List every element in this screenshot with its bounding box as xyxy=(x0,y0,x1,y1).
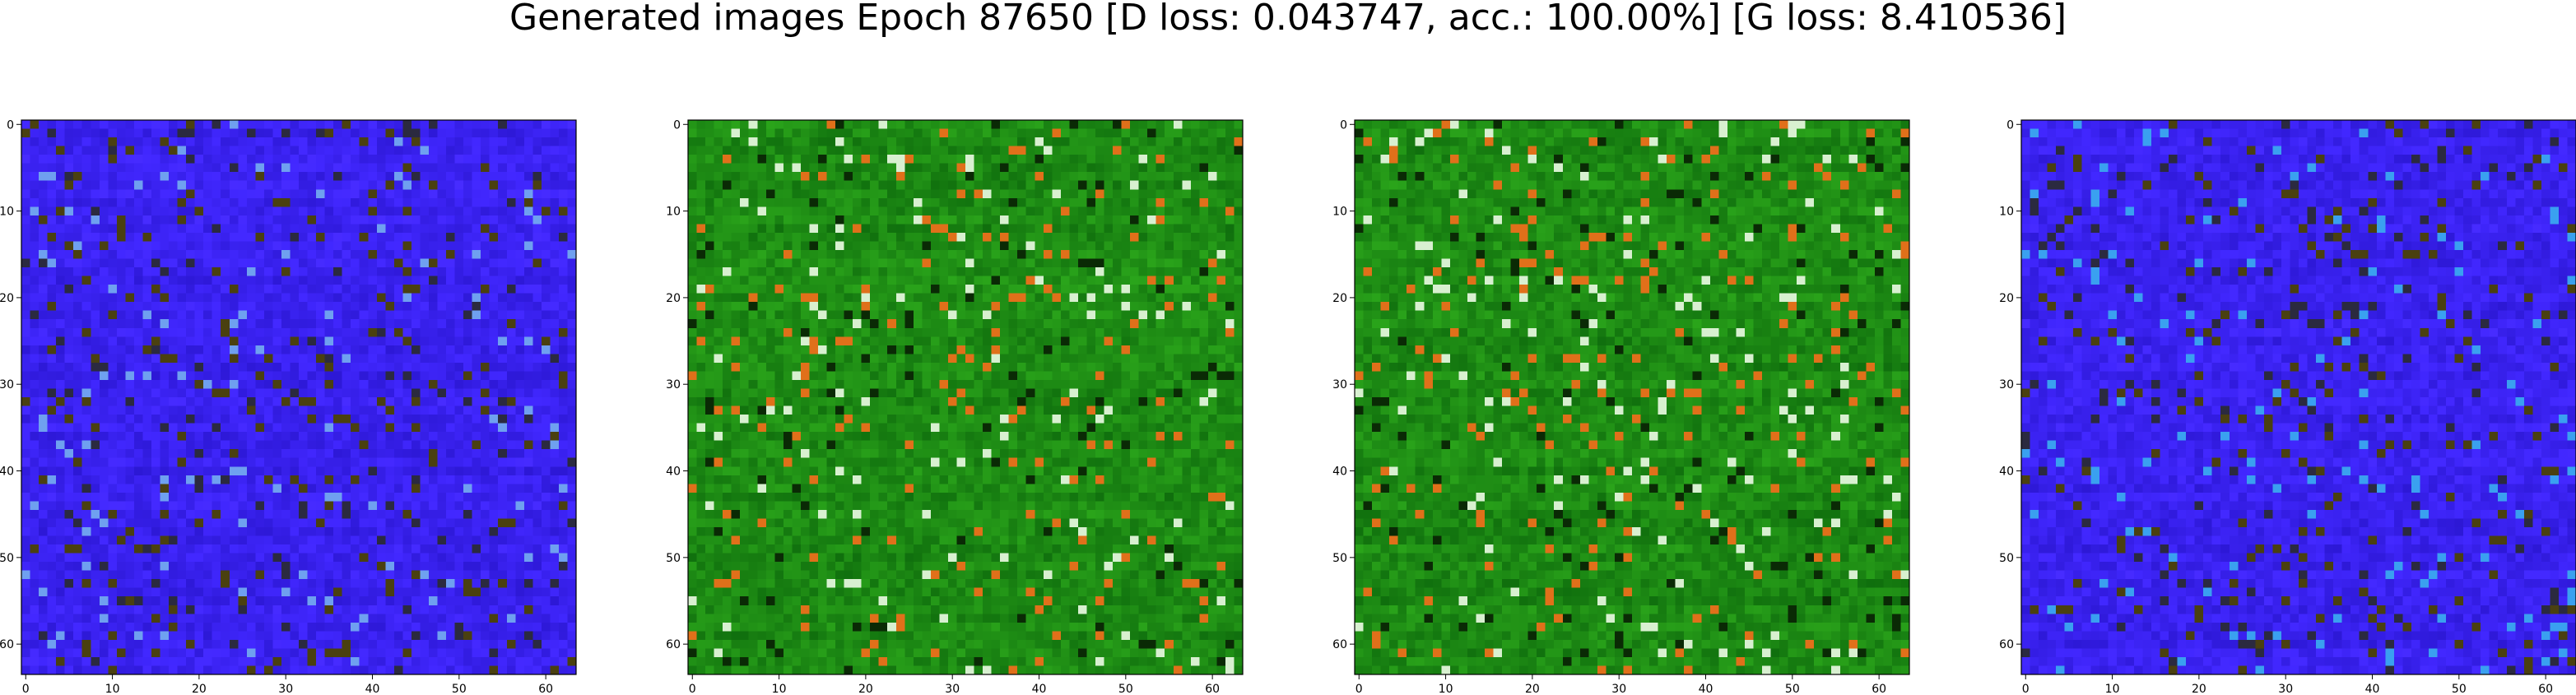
x-tick-label: 20 xyxy=(192,683,207,695)
y-tick-label: 40 xyxy=(666,466,681,479)
x-tick-label: 60 xyxy=(1872,683,1886,695)
x-tick-label: 40 xyxy=(365,683,380,695)
x-tick-label: 20 xyxy=(2192,683,2206,695)
axes-frame xyxy=(1354,119,1910,675)
y-tick-label: 30 xyxy=(1332,378,1347,392)
x-tick-label: 30 xyxy=(945,683,960,695)
y-tick-label: 0 xyxy=(2006,118,2014,132)
y-tick-label: 30 xyxy=(666,378,681,392)
y-tick-label: 50 xyxy=(666,552,681,565)
y-tick-label: 20 xyxy=(1332,292,1347,305)
x-tick-label: 0 xyxy=(2022,683,2030,695)
x-tick-label: 60 xyxy=(2538,683,2553,695)
x-tick-label: 0 xyxy=(22,683,30,695)
x-tick-label: 10 xyxy=(2105,683,2120,695)
subplot-4: 0 10 20 30 40 50 60 0 10 20 30 40 50 60 xyxy=(1999,118,2576,695)
subplot-3: 0 10 20 30 40 50 60 0 10 20 30 40 50 60 xyxy=(1332,118,1910,695)
generated-image-2 xyxy=(688,120,1243,674)
y-tick-label: 60 xyxy=(666,638,681,651)
generated-image-4 xyxy=(2021,120,2576,674)
x-tick-label: 20 xyxy=(1525,683,1540,695)
x-tick-label: 50 xyxy=(2452,683,2467,695)
y-tick-label: 50 xyxy=(1999,552,2014,565)
x-tick-label: 40 xyxy=(1032,683,1047,695)
y-tick-label: 60 xyxy=(0,638,14,651)
y-tick-label: 0 xyxy=(7,118,14,132)
x-tick-label: 60 xyxy=(538,683,553,695)
y-tick-label: 20 xyxy=(666,292,681,305)
axes-frame xyxy=(21,119,577,675)
x-tick-label: 40 xyxy=(2365,683,2380,695)
y-tick-label: 20 xyxy=(1999,292,2014,305)
x-tick-label: 0 xyxy=(1355,683,1363,695)
y-tick-label: 60 xyxy=(1332,638,1347,651)
x-tick-label: 30 xyxy=(278,683,293,695)
y-tick-label: 30 xyxy=(0,378,14,392)
y-tick-label: 0 xyxy=(1340,118,1347,132)
x-tick-label: 60 xyxy=(1205,683,1220,695)
y-tick-label: 40 xyxy=(1332,466,1347,479)
y-tick-label: 10 xyxy=(1999,206,2014,219)
subplot-2: 0 10 20 30 40 50 60 0 10 20 30 40 50 60 xyxy=(666,118,1244,695)
axes-frame xyxy=(2020,119,2576,675)
y-tick-label: 10 xyxy=(666,206,681,219)
y-tick-label: 20 xyxy=(0,292,14,305)
x-tick-label: 30 xyxy=(1611,683,1626,695)
x-tick-label: 10 xyxy=(1439,683,1453,695)
x-tick-label: 10 xyxy=(772,683,787,695)
x-tick-label: 50 xyxy=(1785,683,1800,695)
y-tick-label: 40 xyxy=(0,466,14,479)
y-tick-label: 0 xyxy=(673,118,681,132)
x-tick-label: 50 xyxy=(1118,683,1133,695)
x-tick-label: 50 xyxy=(452,683,467,695)
x-tick-label: 0 xyxy=(689,683,696,695)
subplot-1: 0 10 20 30 40 50 60 0 10 20 30 40 50 60 xyxy=(0,118,577,695)
x-tick-label: 40 xyxy=(1699,683,1713,695)
y-tick-label: 50 xyxy=(1332,552,1347,565)
axes-frame xyxy=(687,119,1244,675)
x-tick-label: 30 xyxy=(2278,683,2293,695)
figure-title: Generated images Epoch 87650 [D loss: 0.… xyxy=(509,0,2067,39)
y-tick-label: 30 xyxy=(1999,378,2014,392)
y-tick-label: 10 xyxy=(0,206,14,219)
x-tick-label: 10 xyxy=(105,683,120,695)
y-tick-label: 50 xyxy=(0,552,14,565)
x-tick-label: 20 xyxy=(858,683,873,695)
generated-image-3 xyxy=(1355,120,1909,674)
y-tick-label: 10 xyxy=(1332,206,1347,219)
y-tick-label: 60 xyxy=(1999,638,2014,651)
y-tick-label: 40 xyxy=(1999,466,2014,479)
generated-image-1 xyxy=(21,120,576,674)
